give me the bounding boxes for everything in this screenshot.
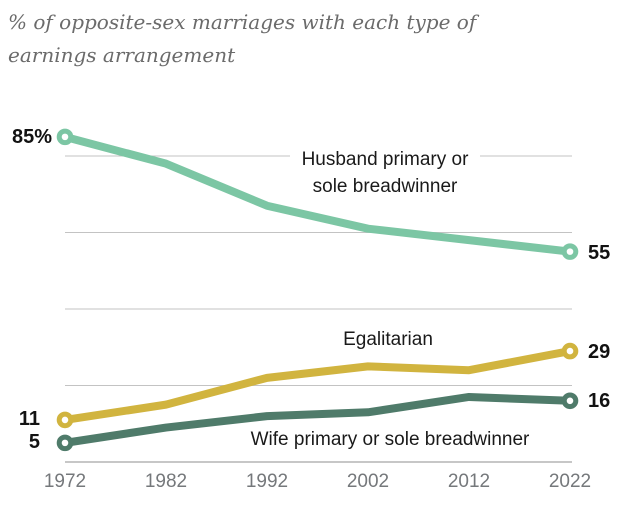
x-tick-1972: 1972 — [43, 471, 87, 492]
endpoint-marker-0-end — [561, 243, 579, 260]
x-tick-2022: 2022 — [548, 471, 592, 492]
endpoint-marker-0-start — [56, 128, 74, 146]
series-line-1 — [64, 347, 571, 424]
value-label-husband-end: 55 — [588, 242, 611, 264]
series-label-egalitarian: Egalitarian — [343, 329, 433, 350]
value-label-egalitarian-end: 29 — [588, 341, 611, 363]
x-tick-2002: 2002 — [346, 471, 390, 492]
x-tick-1992: 1992 — [245, 471, 289, 492]
value-label-wife-end: 16 — [588, 390, 611, 412]
value-label-egalitarian-start: 11 — [18, 408, 40, 430]
endpoint-marker-1-end — [561, 342, 579, 360]
endpoint-marker-2-end — [561, 392, 579, 410]
series-line-2 — [64, 392, 571, 447]
series-line-0 — [63, 133, 571, 256]
endpoint-marker-2-start — [56, 434, 74, 452]
value-label-wife-start: 5 — [28, 431, 40, 453]
x-tick-1982: 1982 — [144, 471, 188, 492]
x-tick-2012: 2012 — [447, 471, 491, 492]
value-label-husband-start: 85% — [11, 126, 52, 148]
endpoint-marker-1-start — [56, 411, 74, 429]
series-label-husband: Husband primary or sole breadwinner — [290, 146, 480, 200]
chart-title: % of opposite-sex marriages with each ty… — [8, 10, 477, 67]
series-label-wife: Wife primary or sole breadwinner — [250, 429, 530, 450]
